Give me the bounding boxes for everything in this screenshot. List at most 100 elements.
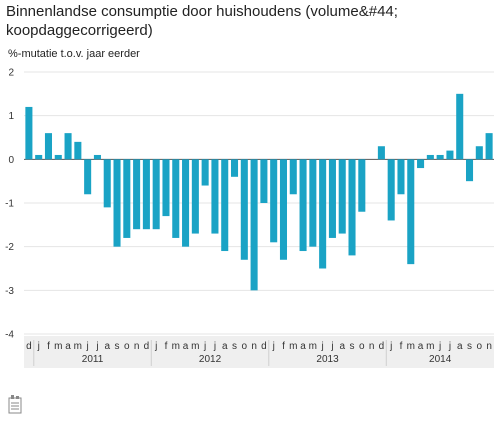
x-tick-label: j — [95, 341, 98, 352]
x-axis-band — [24, 336, 494, 368]
x-tick-label: o — [124, 341, 130, 352]
bar — [270, 159, 278, 243]
x-tick-label: a — [418, 341, 424, 352]
bar — [328, 159, 336, 238]
x-tick-label: a — [457, 341, 463, 352]
bar — [182, 159, 190, 247]
bar — [348, 159, 356, 256]
bar — [309, 159, 317, 247]
x-tick-label: a — [222, 341, 228, 352]
y-tick-label: -1 — [5, 199, 14, 210]
x-tick-label: m — [289, 341, 297, 352]
bar — [172, 159, 180, 238]
bar — [93, 154, 101, 160]
year-label: 2014 — [429, 354, 452, 365]
y-axis-label: %-mutatie t.o.v. jaar eerder — [8, 48, 140, 60]
x-tick-label: o — [477, 341, 483, 352]
bar — [436, 154, 444, 160]
bar — [465, 159, 474, 182]
bar — [456, 93, 464, 160]
x-tick-label: f — [282, 341, 285, 352]
x-tick-label: m — [309, 341, 317, 352]
x-tick-label: d — [379, 341, 385, 352]
bar — [103, 159, 111, 208]
bar — [240, 159, 248, 260]
bar — [289, 159, 297, 195]
bar — [407, 159, 415, 265]
bar — [260, 159, 268, 203]
bar — [475, 146, 483, 160]
bar — [338, 159, 346, 234]
x-tick-label: o — [359, 341, 365, 352]
x-tick-label: j — [86, 341, 89, 352]
x-tick-label: m — [191, 341, 199, 352]
x-tick-label: n — [251, 341, 257, 352]
y-tick-label: 1 — [8, 111, 14, 122]
x-tick-label: j — [321, 341, 324, 352]
x-tick-label: a — [104, 341, 110, 352]
x-tick-label: s — [232, 341, 237, 352]
bar — [358, 159, 366, 212]
bar — [230, 159, 239, 177]
chart-title: Binnenlandse consumptie door huishoudens… — [6, 3, 398, 39]
bar — [74, 141, 82, 160]
x-tick-label: f — [47, 341, 50, 352]
bar — [387, 159, 395, 221]
x-tick-label: m — [172, 341, 180, 352]
x-tick-label: j — [203, 341, 206, 352]
x-tick-label: s — [467, 341, 472, 352]
x-tick-label: s — [115, 341, 120, 352]
x-tick-label: n — [486, 341, 492, 352]
bar — [319, 159, 327, 269]
x-tick-label: j — [272, 341, 275, 352]
x-tick-label: j — [154, 341, 157, 352]
x-tick-label: n — [134, 341, 140, 352]
x-tick-label: a — [339, 341, 345, 352]
x-tick-label: d — [144, 341, 150, 352]
bar — [201, 159, 209, 186]
year-label: 2011 — [82, 354, 104, 365]
x-tick-label: j — [389, 341, 392, 352]
bar — [426, 154, 434, 160]
bar — [299, 159, 307, 252]
x-tick-label: j — [213, 341, 216, 352]
y-tick-label: -3 — [5, 286, 14, 297]
bar — [221, 159, 229, 252]
x-tick-label: d — [261, 341, 267, 352]
x-tick-label: m — [74, 341, 82, 352]
year-label: 2013 — [316, 354, 339, 365]
bar — [25, 106, 33, 160]
x-tick-label: j — [448, 341, 451, 352]
x-tick-label: j — [37, 341, 40, 352]
y-tick-label: 0 — [8, 155, 14, 166]
x-tick-label: a — [300, 341, 306, 352]
bar — [397, 159, 405, 195]
bar — [35, 154, 43, 160]
year-label: 2012 — [199, 354, 222, 365]
bar — [152, 159, 160, 230]
x-tick-label: a — [183, 341, 189, 352]
bar — [64, 133, 72, 160]
x-tick-label: m — [426, 341, 434, 352]
x-tick-label: o — [242, 341, 248, 352]
x-tick-label: f — [165, 341, 168, 352]
bar — [211, 159, 219, 234]
x-tick-label: m — [54, 341, 62, 352]
bar — [84, 159, 92, 195]
x-tick-label: m — [407, 341, 415, 352]
bar — [446, 150, 454, 160]
bar — [485, 133, 493, 160]
y-tick-label: 2 — [8, 68, 14, 79]
bar — [417, 159, 425, 169]
bar — [250, 159, 258, 291]
bar — [162, 159, 170, 217]
bar — [142, 159, 150, 230]
bar — [113, 159, 121, 247]
x-tick-label: s — [350, 341, 355, 352]
bar — [191, 159, 199, 234]
x-tick-label: j — [438, 341, 441, 352]
bar — [54, 154, 62, 160]
x-tick-label: d — [26, 341, 32, 352]
y-tick-label: -2 — [5, 242, 14, 253]
